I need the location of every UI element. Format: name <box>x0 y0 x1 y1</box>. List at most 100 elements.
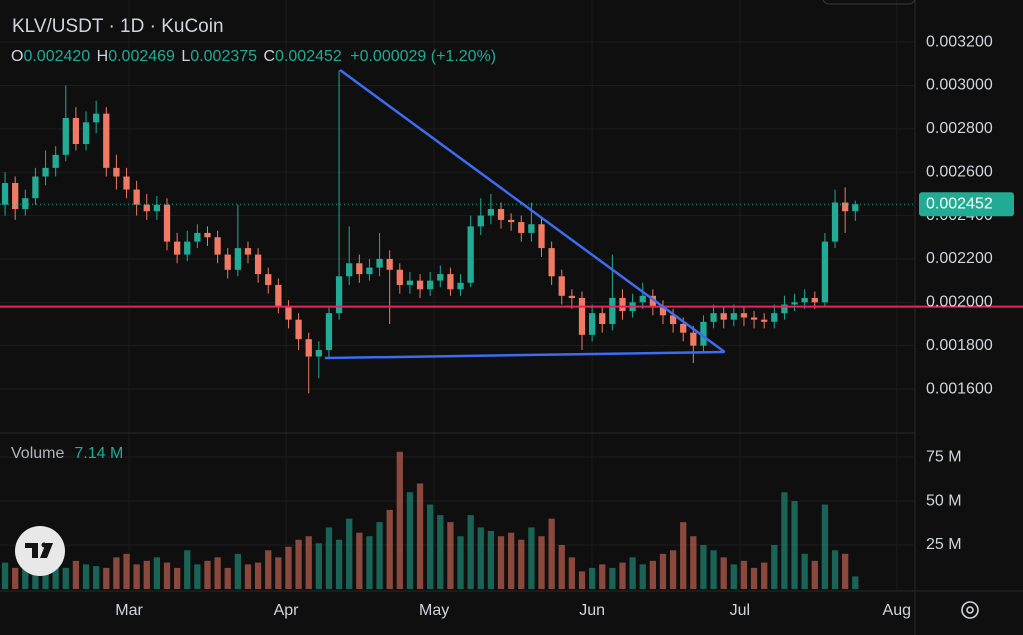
volume-bar <box>437 515 444 589</box>
volume-bar <box>103 567 110 589</box>
candle-body <box>609 297 616 324</box>
settings-icon-center <box>966 606 974 614</box>
low-key: L <box>181 48 190 65</box>
volume-bar <box>305 536 312 589</box>
volume-bar <box>295 539 302 589</box>
volume-bar <box>497 536 505 589</box>
volume-bar <box>659 553 667 589</box>
y-tick-label: 0.001800 <box>926 337 993 354</box>
candle-body <box>781 304 788 314</box>
y-tick-label: 0.003200 <box>926 33 993 50</box>
open-value: 0.002420 <box>23 48 90 65</box>
volume-bar <box>680 522 687 589</box>
candle-body <box>700 321 707 346</box>
volume-bar <box>244 564 252 589</box>
candle-body <box>305 339 312 357</box>
candle-body <box>366 267 373 275</box>
y-tick-label: 0.002000 <box>926 294 993 311</box>
volume-bar <box>730 564 737 589</box>
volume-bar <box>396 451 403 589</box>
volume-bar <box>609 567 616 589</box>
candle-body <box>649 295 656 307</box>
volume-legend: Volume 7.14 M <box>11 445 123 462</box>
candle-body <box>508 219 515 223</box>
candle-body <box>619 297 626 311</box>
candle-body <box>457 282 464 290</box>
volume-bar <box>568 557 576 589</box>
candle-body <box>447 274 454 290</box>
candle-body <box>275 284 282 307</box>
volume-bar <box>649 560 656 589</box>
candle-body <box>204 232 211 238</box>
volume-bar <box>447 522 454 589</box>
logo-circle <box>15 526 65 576</box>
candle-body <box>133 189 140 205</box>
volume-bar <box>821 504 829 589</box>
close-value: 0.002452 <box>275 48 342 65</box>
volume-bar <box>852 576 859 589</box>
x-tick-label: Mar <box>115 602 143 619</box>
tradingview-logo[interactable] <box>15 526 65 576</box>
volume-bar <box>588 567 596 589</box>
candle-body <box>477 215 484 227</box>
candle-body <box>346 263 353 277</box>
candle-body <box>761 319 768 322</box>
settings-button[interactable] <box>961 601 979 619</box>
candle-body <box>113 167 120 177</box>
volume-bar <box>113 557 120 589</box>
candle-body <box>386 258 393 270</box>
volume-bar <box>457 536 464 589</box>
candle-body <box>214 237 221 255</box>
volume-bar <box>518 539 525 589</box>
x-tick-label: Jun <box>579 602 605 619</box>
volume-bar <box>133 564 140 589</box>
candle-body <box>42 167 49 177</box>
volume-bar <box>629 557 636 589</box>
candle-body <box>821 241 829 303</box>
volume-bar <box>842 553 849 589</box>
high-value: 0.002469 <box>108 48 175 65</box>
candle-body <box>518 222 525 233</box>
volume-bar <box>163 562 171 589</box>
candle-body <box>254 254 262 275</box>
volume-bar <box>82 564 90 589</box>
volume-bar <box>1 562 9 589</box>
volume-bar <box>771 545 778 589</box>
volume-bar <box>750 567 758 589</box>
high-key: H <box>97 48 109 65</box>
volume-bar <box>153 557 161 589</box>
candle-body <box>730 313 737 320</box>
volume-bar <box>22 557 29 589</box>
candle-body <box>771 313 778 322</box>
toolbar-button[interactable] <box>822 0 916 5</box>
volume-bar <box>801 553 808 589</box>
volume-bar <box>669 550 677 589</box>
volume-bar <box>487 530 495 589</box>
candle-body <box>740 313 748 318</box>
volume-tick-label: 75 M <box>926 448 962 465</box>
volume-bar <box>204 560 211 589</box>
candle-body <box>750 317 758 320</box>
candle-body <box>811 297 818 303</box>
volume-tick-label: 25 M <box>926 536 962 553</box>
candle-body <box>669 315 677 324</box>
candle-body <box>538 224 545 249</box>
volume-bar <box>335 539 343 589</box>
volume-value: 7.14 M <box>74 445 123 462</box>
candle-body <box>335 276 343 314</box>
trend-line <box>339 69 726 353</box>
candle-body <box>528 224 535 233</box>
candle-body <box>356 263 363 275</box>
volume-bar <box>558 545 565 589</box>
y-tick-label: 0.003000 <box>926 77 993 94</box>
volume-bar <box>386 509 393 589</box>
volume-bar <box>93 566 100 589</box>
volume-bar <box>578 571 586 589</box>
candle-body <box>153 204 161 212</box>
last-price-label: 0.002452 <box>926 196 993 213</box>
volume-bar <box>123 553 130 589</box>
chart-title: KLV/USDT · 1D · KuCoin <box>12 16 224 37</box>
candle-body <box>295 319 302 340</box>
volume-bar <box>254 562 262 589</box>
